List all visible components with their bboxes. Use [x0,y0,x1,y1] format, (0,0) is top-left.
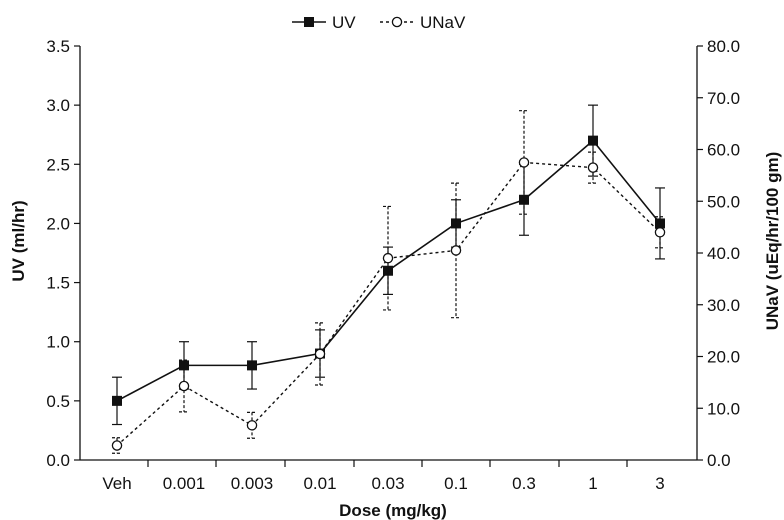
uv-point-6 [519,194,529,205]
y-left-tick-label: 3.5 [46,37,70,56]
x-axis-title: Dose (mg/kg) [339,501,447,520]
series-uv [112,104,665,426]
y-left-tick-label: 2.5 [46,155,70,174]
y-left-tick-label: 3.0 [46,96,70,115]
y-left-tick-label: 1.5 [46,274,70,293]
unav-point-5 [450,245,462,256]
y-axis-left-title: UV (ml/hr) [9,200,28,281]
y-right-tick-label: 60.0 [707,141,740,160]
x-tick-label: 0.01 [303,474,336,493]
x-tick-label: 1 [588,474,597,493]
x-tick-label: 0.003 [231,474,274,493]
x-tick-label: 3 [655,474,664,493]
unav-point-1 [178,380,190,392]
legend-unav-marker [391,16,403,28]
y-left-tick-label: 0.0 [46,451,70,470]
legend: UV UNaV [292,13,466,32]
unav-point-3 [314,348,326,360]
uv-point-0 [112,395,122,406]
y-right-tick-label: 70.0 [707,89,740,108]
series-layer [111,104,666,454]
unav-point-2 [246,420,258,431]
x-tick-label: Veh [102,474,131,493]
unav-point-4 [382,252,394,264]
x-tick-label: 0.03 [371,474,404,493]
y-right-tick-label: 0.0 [707,451,731,470]
unav-point-0 [111,440,123,451]
y-right-tick-label: 30.0 [707,296,740,315]
x-tick-label: 0.001 [163,474,206,493]
x-tick-label: 0.1 [444,474,468,493]
y-axis-right-title: UNaV (uEq/hr/100 gm) [763,152,782,331]
unav-point-7 [587,162,599,173]
uv-point-4 [383,265,393,276]
legend-uv-label: UV [332,13,356,32]
y-right-tick-label: 80.0 [707,37,740,56]
unav-point-6 [518,157,530,168]
y-left-tick-label: 0.5 [46,392,70,411]
axes: 0.00.51.01.52.02.53.03.50.010.020.030.04… [46,37,740,493]
x-tick-label: 0.3 [512,474,536,493]
y-left-tick-label: 2.0 [46,214,70,233]
uv-point-2 [247,360,257,371]
uv-point-7 [588,135,598,146]
legend-uv-marker [304,17,314,27]
legend-unav-label: UNaV [420,13,466,32]
y-right-tick-label: 20.0 [707,348,740,367]
y-right-tick-label: 10.0 [707,399,740,418]
series-unav [111,110,666,454]
y-left-tick-label: 1.0 [46,333,70,352]
unav-point-8 [654,227,666,238]
y-right-tick-label: 50.0 [707,192,740,211]
y-right-tick-label: 40.0 [707,244,740,263]
